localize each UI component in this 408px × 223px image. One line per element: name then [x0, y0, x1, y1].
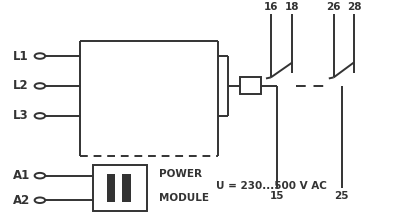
Text: 25: 25 — [335, 191, 349, 201]
Bar — [240, 77, 261, 95]
Text: 28: 28 — [347, 2, 361, 12]
Text: 15: 15 — [270, 191, 284, 201]
Text: U = 230...500 V AC: U = 230...500 V AC — [216, 181, 327, 191]
Text: L1: L1 — [13, 50, 29, 62]
Text: MODULE: MODULE — [160, 193, 209, 203]
Bar — [106, 174, 115, 202]
Text: L2: L2 — [13, 79, 29, 93]
Text: POWER: POWER — [160, 169, 202, 179]
Text: 18: 18 — [285, 2, 299, 12]
Text: L3: L3 — [13, 109, 29, 122]
Bar — [122, 174, 131, 202]
Text: 16: 16 — [264, 2, 278, 12]
Text: A2: A2 — [13, 194, 30, 207]
Bar — [93, 165, 147, 211]
Text: A1: A1 — [13, 169, 30, 182]
Text: 26: 26 — [326, 2, 341, 12]
